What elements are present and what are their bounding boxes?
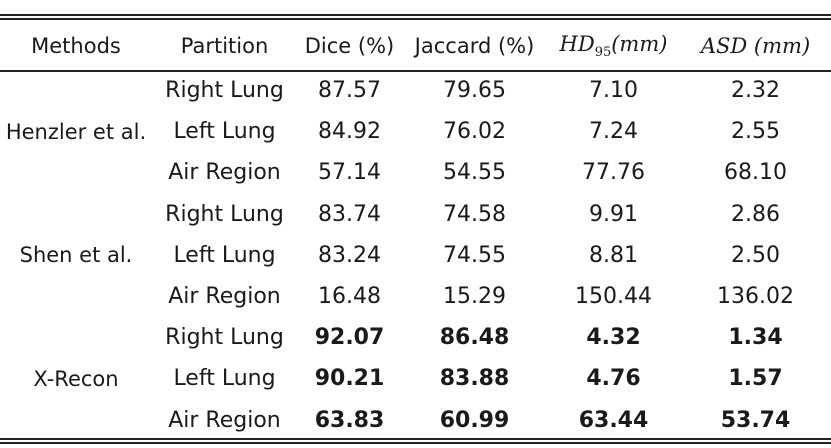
- partition-cell: Air Region: [168, 160, 281, 186]
- partition-cell: Left Lung: [173, 242, 276, 268]
- table-row: X-Recon Right Lung 92.07 86.48 4.32 1.34: [0, 317, 831, 391]
- header-dice: Dice (%): [304, 34, 395, 58]
- dice-cell: 92.07: [314, 325, 385, 351]
- hd95-cell: 7.10: [589, 78, 638, 104]
- header-methods: Methods: [31, 34, 121, 58]
- header-asd-label: ASD (mm): [700, 34, 811, 58]
- asd-cell: 2.86: [731, 201, 780, 227]
- table-row: Air Region 57.14 54.55 77.76 68.10: [0, 152, 831, 193]
- dice-cell: 90.21: [314, 366, 385, 392]
- table-row: Shen et al. Right Lung 83.74 74.58 9.91 2.86: [0, 194, 831, 268]
- asd-cell: 68.10: [724, 160, 787, 186]
- dice-cell: 87.57: [318, 78, 381, 104]
- partition-cell: Air Region: [168, 407, 281, 433]
- method-cell: Henzler et al.: [5, 119, 147, 144]
- header-rule: [0, 70, 831, 72]
- hd95-cell: 4.32: [586, 325, 641, 351]
- dice-cell: 16.48: [318, 284, 381, 310]
- table-row: Left Lung 83.24 74.55 8.81 2.50: [0, 235, 831, 276]
- hd95-cell: 9.91: [589, 201, 638, 227]
- top-rule-outer: [0, 14, 831, 16]
- table-body: Henzler et al. Right Lung 87.57 79.65 7.10 2.…: [0, 70, 831, 441]
- asd-cell: 136.02: [717, 284, 794, 310]
- hd95-cell: 77.76: [582, 160, 645, 186]
- asd-cell: 2.55: [731, 119, 780, 145]
- jaccard-cell: 74.58: [443, 201, 506, 227]
- jaccard-cell: 76.02: [443, 119, 506, 145]
- asd-cell: 1.34: [728, 325, 783, 351]
- partition-cell: Air Region: [168, 284, 281, 310]
- hd95-cell: 4.76: [586, 366, 641, 392]
- asd-cell: 2.50: [731, 242, 780, 268]
- jaccard-cell: 86.48: [439, 325, 510, 351]
- table-row: Left Lung 84.92 76.02 7.24 2.55: [0, 111, 831, 152]
- header-hd95-sub: 95: [594, 45, 612, 61]
- jaccard-cell: 83.88: [439, 366, 510, 392]
- jaccard-cell: 54.55: [443, 160, 506, 186]
- header-hd95: HD95(mm): [547, 22, 680, 70]
- dice-cell: 57.14: [318, 160, 381, 186]
- top-rule-inner: [0, 18, 831, 20]
- asd-cell: 53.74: [720, 407, 791, 433]
- results-table: Methods Partition Dice (%) Jaccard (%) H…: [0, 22, 831, 441]
- method-cell: Shen et al.: [19, 243, 133, 268]
- header-jaccard: Jaccard (%): [414, 34, 535, 58]
- table-row: Air Region 63.83 60.99 63.44 53.74: [0, 400, 831, 441]
- table-row: Air Region 16.48 15.29 150.44 136.02: [0, 276, 831, 317]
- jaccard-cell: 74.55: [443, 242, 506, 268]
- asd-cell: 1.57: [728, 366, 783, 392]
- jaccard-cell: 60.99: [439, 407, 510, 433]
- partition-cell: Right Lung: [165, 325, 284, 351]
- dice-cell: 83.24: [318, 242, 381, 268]
- header-row: Methods Partition Dice (%) Jaccard (%) H…: [0, 22, 831, 70]
- hd95-cell: 150.44: [575, 284, 652, 310]
- hd95-cell: 8.81: [589, 242, 638, 268]
- method-cell: X-Recon: [33, 366, 119, 391]
- header-hd95-unit: (mm): [611, 31, 668, 56]
- asd-cell: 2.32: [731, 78, 780, 104]
- hd95-cell: 63.44: [578, 407, 649, 433]
- partition-cell: Left Lung: [173, 366, 276, 392]
- bottom-rule-inner: [0, 438, 831, 440]
- hd95-cell: 7.24: [589, 119, 638, 145]
- header-asd: ASD (mm): [680, 22, 831, 70]
- dice-cell: 63.83: [314, 407, 385, 433]
- partition-cell: Left Lung: [173, 119, 276, 145]
- partition-cell: Right Lung: [165, 78, 284, 104]
- table-row: Left Lung 90.21 83.88 4.76 1.57: [0, 358, 831, 399]
- partition-cell: Right Lung: [165, 201, 284, 227]
- dice-cell: 84.92: [318, 119, 381, 145]
- header-hd95-label: HD: [559, 31, 595, 56]
- dice-cell: 83.74: [318, 201, 381, 227]
- header-partition: Partition: [180, 34, 269, 58]
- jaccard-cell: 79.65: [443, 78, 506, 104]
- table-row: Henzler et al. Right Lung 87.57 79.65 7.10 2.…: [0, 70, 831, 144]
- jaccard-cell: 15.29: [443, 284, 506, 310]
- bottom-rule-outer: [0, 442, 831, 444]
